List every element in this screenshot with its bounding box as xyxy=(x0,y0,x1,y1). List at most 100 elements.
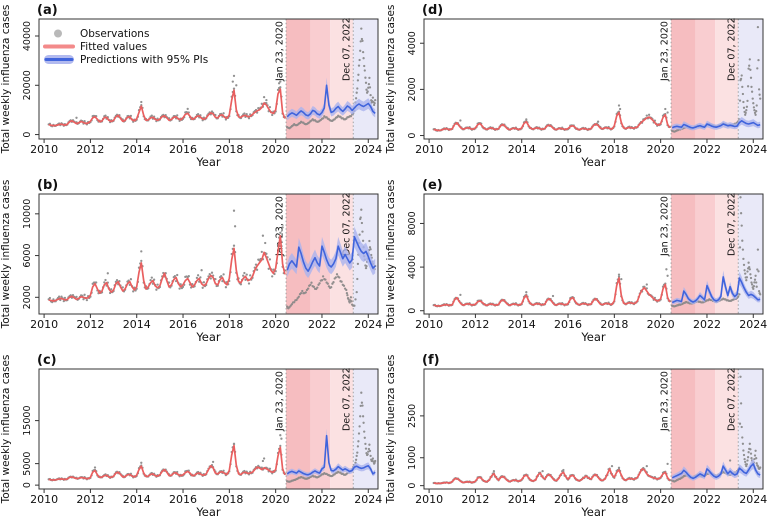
observation-point xyxy=(755,281,758,284)
plot-border xyxy=(423,18,764,140)
observation-point xyxy=(551,294,555,298)
observation-point xyxy=(369,454,372,458)
observation-point xyxy=(752,106,756,109)
observation-point xyxy=(459,119,462,122)
observation-point xyxy=(525,291,528,294)
observation-point xyxy=(320,279,324,282)
panel-letter: (f) xyxy=(422,353,440,368)
shaded-region-3 xyxy=(715,19,739,139)
observation-point xyxy=(746,270,749,273)
prediction-line xyxy=(286,235,376,272)
observation-point xyxy=(751,97,754,100)
event-label-2: Dec 07, 2022 xyxy=(342,17,353,81)
observation-point xyxy=(359,40,362,43)
observation-point xyxy=(176,114,179,117)
chart-panel-e: Jan 23, 2020 Dec 07, 2022 2010 2012 2014 2016… xyxy=(385,175,770,350)
shaded-region-4 xyxy=(353,19,378,139)
observation-point xyxy=(371,96,375,99)
x-tick-label: 2024 xyxy=(354,318,382,331)
observation-point xyxy=(755,457,758,460)
x-tick-label: 2014 xyxy=(123,318,151,331)
observation-point xyxy=(364,81,368,84)
observation-point xyxy=(342,284,346,287)
observation-point xyxy=(222,273,225,276)
x-tick-label: 2016 xyxy=(169,318,197,331)
x-axis: 2010 2012 2014 2016 2018 2020 2022 2024 xyxy=(30,139,382,156)
legend-observations-swatch xyxy=(54,29,62,38)
observation-point xyxy=(525,118,528,121)
observation-point xyxy=(60,295,63,298)
observation-point xyxy=(744,272,747,275)
observation-point xyxy=(738,293,741,296)
observation-point xyxy=(748,58,751,61)
y-tick-label: 0 xyxy=(407,133,418,139)
y-tick-label: 1000 xyxy=(407,446,418,470)
observation-point xyxy=(745,276,749,279)
observation-point xyxy=(755,462,758,465)
observation-point xyxy=(360,208,363,211)
observation-point xyxy=(149,278,152,282)
x-tick-label: 2020 xyxy=(647,318,675,331)
observation-point xyxy=(363,64,366,68)
x-tick-label: 2018 xyxy=(215,318,243,331)
observation-point xyxy=(666,462,669,466)
observation-point xyxy=(268,467,272,470)
shaded-region-2 xyxy=(695,194,716,314)
observation-point xyxy=(224,286,228,289)
y-tick-label: 0 xyxy=(22,132,33,138)
observation-point xyxy=(355,91,358,94)
x-axis-title: Year xyxy=(195,330,221,344)
panel-b: Jan 23, 2020 Dec 07, 2022 2010 2012 2014 2016… xyxy=(0,175,385,350)
y-tick-label: 2000 xyxy=(22,285,33,309)
observation-point xyxy=(617,466,621,469)
observation-point xyxy=(261,459,265,463)
observation-point xyxy=(293,301,296,304)
observation-point xyxy=(358,425,361,428)
fitted-line xyxy=(433,468,671,485)
observation-point xyxy=(739,375,742,378)
observation-point xyxy=(374,459,377,463)
observation-point xyxy=(346,294,349,297)
observation-point xyxy=(666,274,669,277)
observation-point xyxy=(347,298,350,301)
panel-a: Jan 23, 2020 Dec 07, 2022 2010 2012 2014 2016… xyxy=(0,0,385,175)
observation-point xyxy=(744,113,747,116)
observation-point xyxy=(110,288,113,291)
observation-point xyxy=(738,246,742,249)
observation-point xyxy=(304,291,307,294)
observation-point xyxy=(290,303,294,306)
panel-letter: (c) xyxy=(37,353,57,368)
observation-point xyxy=(318,282,321,285)
fitted-line xyxy=(433,111,671,132)
observation-point xyxy=(201,286,204,289)
observation-point xyxy=(757,270,760,273)
observation-point xyxy=(749,76,753,79)
observation-point xyxy=(211,460,215,464)
y-axis-title: Total weekly influenza cases xyxy=(0,180,12,330)
observation-point xyxy=(249,274,252,277)
observation-point xyxy=(106,272,109,275)
x-tick-label: 2020 xyxy=(262,143,290,156)
y-axis: 0 20000 40000 xyxy=(22,21,39,138)
observation-point xyxy=(596,120,600,123)
observation-point xyxy=(364,447,368,450)
y-tick-label: 0 xyxy=(407,308,418,314)
observation-point xyxy=(750,283,754,286)
observation-point xyxy=(742,100,745,104)
x-tick-label: 2020 xyxy=(647,143,675,156)
x-tick-label: 2010 xyxy=(30,318,58,331)
observation-point xyxy=(279,86,282,89)
panel-letter: (b) xyxy=(37,178,58,193)
y-tick-label: 0 xyxy=(22,482,33,488)
observation-point xyxy=(360,27,363,30)
observation-point xyxy=(208,272,211,276)
observation-point xyxy=(150,114,153,117)
x-tick-label: 2012 xyxy=(76,143,104,156)
event-label-1: Jan 23, 2020 xyxy=(275,371,286,432)
fitted-line xyxy=(48,88,286,127)
observation-point xyxy=(140,250,143,253)
observation-point xyxy=(754,274,757,277)
observation-point xyxy=(742,449,745,452)
x-tick-label: 2014 xyxy=(123,143,151,156)
observation-point xyxy=(140,259,143,263)
